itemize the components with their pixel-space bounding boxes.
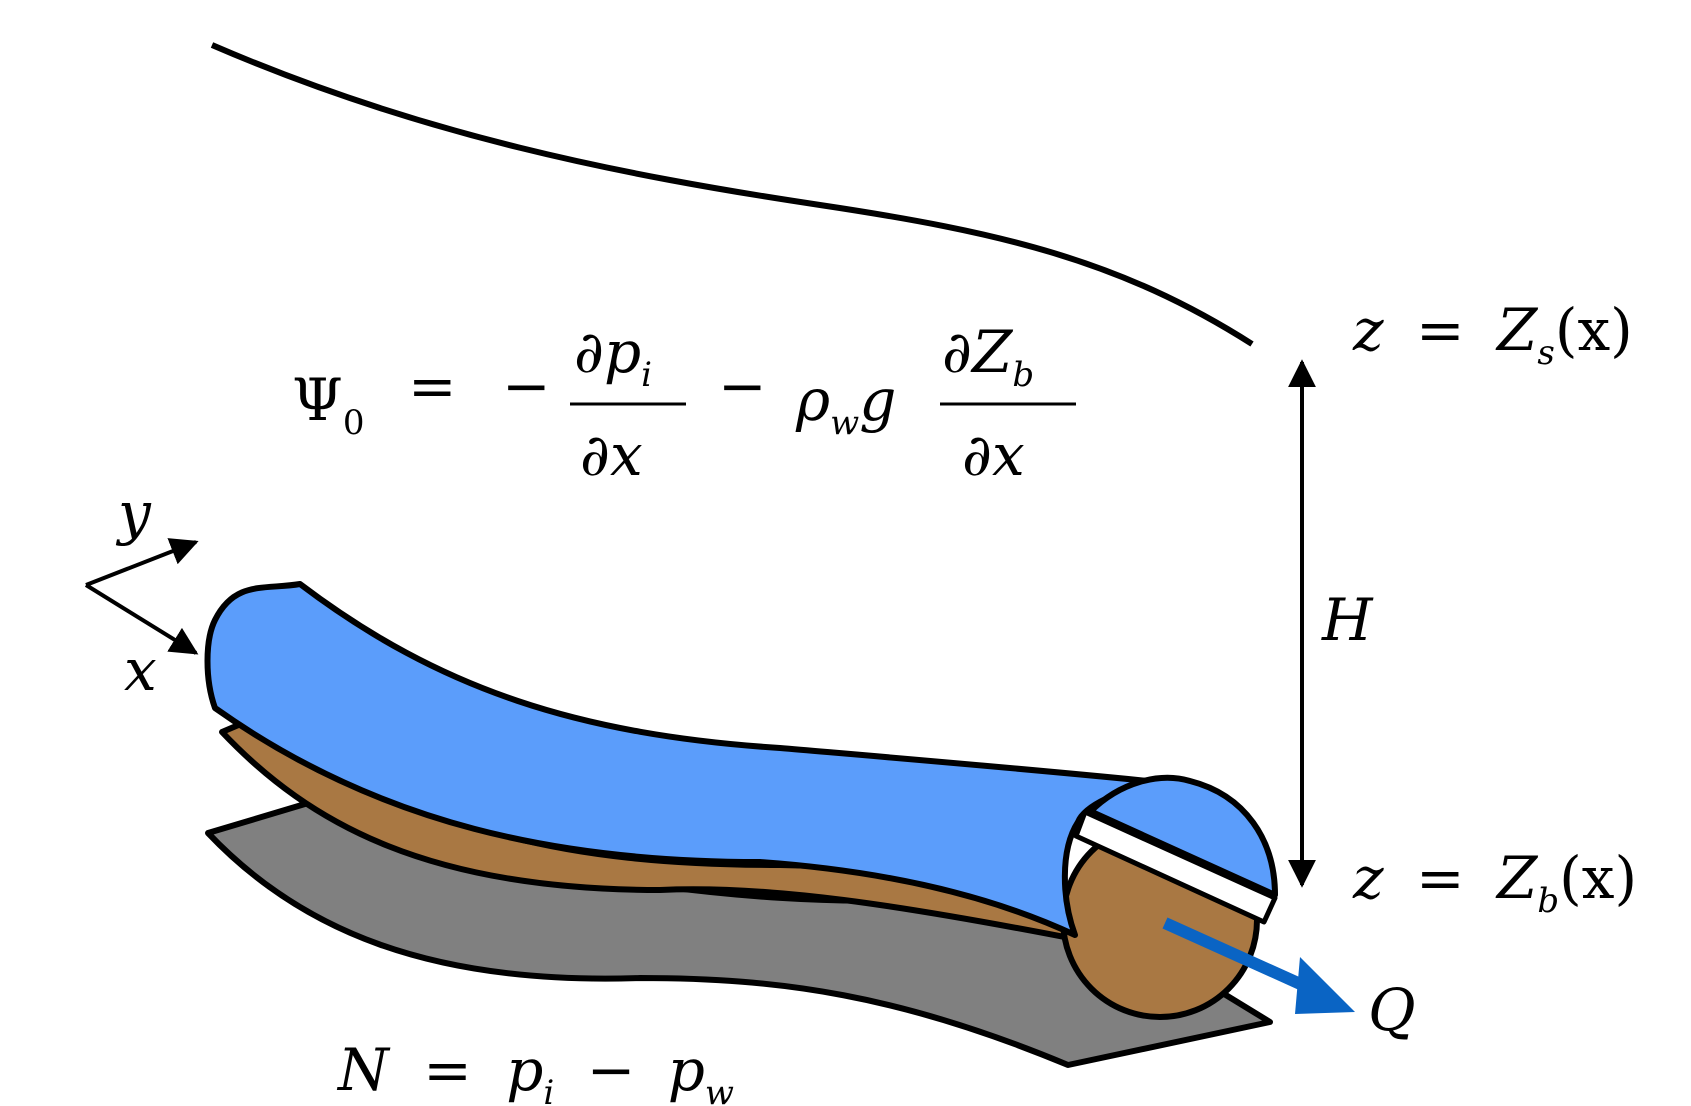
axis-x-label: x (124, 636, 157, 704)
svg-text:−: − (502, 352, 551, 420)
bed-equation: z = Zb(x) (1352, 844, 1637, 921)
svg-text:∂x: ∂x (962, 421, 1025, 489)
svg-text:∂x: ∂x (580, 421, 643, 489)
ice-surface-line (210, 42, 1254, 347)
svg-text:∂Zb: ∂Zb (942, 318, 1034, 395)
psi-equation: Ψ0 = − ∂pi ∂x − ρwg ∂Zb ∂x (292, 318, 1076, 489)
discharge-label: Q (1368, 976, 1416, 1044)
svg-text:ρwg: ρwg (795, 366, 896, 443)
flow-arrow-icon (1162, 917, 1355, 1014)
thickness-label: H (1321, 586, 1374, 654)
svg-text:Ψ0: Ψ0 (292, 366, 365, 443)
channel-gap (1073, 809, 1278, 925)
svg-text:−: − (718, 352, 767, 420)
svg-text:∂pi: ∂pi (574, 318, 652, 395)
axes-icon (84, 538, 199, 655)
axis-y-label: y (115, 479, 152, 547)
water-cap (1087, 774, 1278, 898)
svg-text:=: = (408, 352, 457, 420)
svg-text:N = pi −: N = pi − pw (336, 1036, 734, 1106)
effective-pressure-equation: N = pi − pw (336, 1036, 734, 1106)
surface-equation: z = Zs(x) (1352, 296, 1633, 373)
